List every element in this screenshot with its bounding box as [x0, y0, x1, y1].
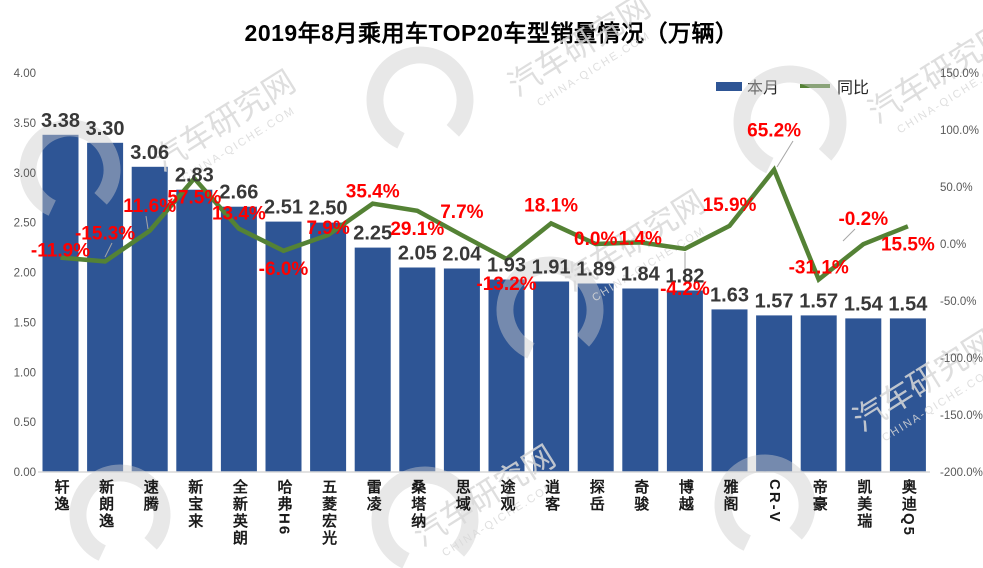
leader-line	[842, 228, 856, 242]
bar-value-label: 1.91	[532, 257, 571, 279]
yoy-pct-label: 1.4%	[619, 228, 662, 249]
bar	[889, 318, 926, 472]
watermark-logo-icon	[69, 464, 171, 566]
bar-value-label: 1.54	[888, 293, 928, 315]
yoy-pct-label: 15.9%	[703, 195, 757, 216]
left-axis-tick: 3.50	[14, 118, 36, 130]
bar-value-label: 3.38	[41, 110, 80, 132]
left-axis-tick: 4.00	[14, 68, 36, 80]
bar-value-label: 2.83	[175, 165, 214, 187]
bar-value-label: 3.30	[86, 118, 125, 140]
bar	[87, 142, 124, 473]
yoy-pct-label: 57.5%	[167, 187, 221, 208]
chart-title: 2019年8月乘用车TOP20车型销量情况（万辆）	[244, 20, 739, 46]
bar	[354, 247, 391, 472]
leader-line	[104, 242, 113, 258]
right-axis-tick: -50.0%	[940, 296, 976, 308]
bar	[577, 283, 614, 472]
yoy-pct-label: -0.2%	[838, 209, 888, 230]
bar	[443, 268, 480, 472]
bar	[666, 290, 703, 472]
bar-value-label: 1.89	[576, 259, 615, 281]
bar-value-label: 1.57	[799, 290, 838, 312]
legend-line-label: 同比	[837, 80, 870, 97]
left-axis-tick: 0.50	[14, 417, 36, 429]
yoy-pct-label: 11.6%	[123, 196, 176, 217]
legend: 本月 同比	[716, 74, 869, 98]
right-axis-tick: -150.0%	[940, 410, 983, 422]
yoy-pct-label: 65.2%	[747, 121, 801, 142]
bar-value-label: 3.06	[130, 142, 169, 164]
bar-value-label: 2.05	[398, 243, 437, 265]
yoy-pct-label: -15.3%	[75, 223, 135, 244]
bar-value-label: 1.93	[487, 255, 526, 277]
yoy-pct-label: -13.2%	[476, 274, 536, 295]
legend-bar-label: 本月	[747, 80, 780, 97]
yoy-pct-label: -31.1%	[789, 258, 849, 279]
bar	[220, 206, 257, 472]
bar-value-label: 1.54	[844, 293, 884, 315]
watermark-logo-icon	[19, 119, 121, 221]
left-axis-tick: 2.00	[14, 268, 36, 280]
left-axis-tick: 0.00	[14, 467, 36, 479]
bar	[845, 318, 882, 472]
bar-value-label: 1.63	[710, 284, 749, 306]
watermark-logo-icon	[733, 65, 847, 179]
left-axis-tick: 3.00	[14, 168, 36, 180]
bar	[310, 222, 347, 472]
left-axis-tick: 1.00	[14, 367, 36, 379]
right-axis-tick: 0.0%	[940, 239, 966, 251]
bar	[399, 267, 436, 472]
bar-value-label: 1.82	[665, 266, 704, 288]
left-axis-tick: 1.50	[14, 317, 36, 329]
yoy-pct-label: 18.1%	[524, 195, 578, 216]
yoy-pct-label: -4.2%	[660, 279, 710, 300]
bar	[533, 281, 570, 472]
yoy-pct-label: -6.0%	[259, 259, 309, 280]
bar-value-label: 2.50	[309, 198, 348, 220]
bar	[756, 315, 793, 472]
leader-line	[145, 215, 149, 230]
legend-line-swatch-icon	[800, 84, 831, 88]
right-axis-tick: 100.0%	[940, 125, 979, 137]
bar	[488, 279, 525, 472]
yoy-line	[60, 165, 909, 284]
bar-value-label: 1.57	[755, 290, 794, 312]
bar-value-label: 2.04	[442, 244, 482, 266]
yoy-pct-label: 29.1%	[390, 219, 444, 240]
bar	[265, 221, 302, 472]
legend-bar-swatch-icon	[716, 82, 742, 91]
yoy-pct-label: -11.9%	[31, 241, 90, 262]
bar	[176, 189, 213, 472]
bar	[42, 134, 79, 473]
watermark-logo-icon	[496, 256, 604, 364]
right-axis-tick: -200.0%	[940, 467, 983, 479]
yoy-pct-label: 15.5%	[881, 234, 935, 255]
bar	[622, 288, 659, 472]
right-axis-tick: -100.0%	[940, 353, 983, 365]
bar	[800, 315, 837, 472]
bar-value-label: 1.84	[621, 264, 661, 286]
watermark-logo-icon	[371, 466, 479, 568]
bar-value-label: 2.66	[219, 182, 258, 204]
bar-value-label: 2.25	[353, 223, 392, 245]
watermark-logo-icon	[366, 46, 474, 154]
yoy-pct-label: 7.9%	[306, 218, 349, 239]
left-axis-tick: 2.50	[14, 218, 36, 230]
yoy-pct-label: 7.7%	[440, 202, 483, 223]
yoy-pct-label: 0.0%	[574, 229, 617, 250]
yoy-pct-label: 35.4%	[346, 182, 400, 203]
right-axis-tick: 150.0%	[940, 68, 979, 80]
right-axis-tick: 50.0%	[940, 182, 973, 194]
bar	[711, 309, 748, 472]
leader-line	[776, 140, 794, 168]
yoy-pct-label: 13.4%	[212, 204, 266, 225]
bar-value-label: 2.51	[264, 197, 303, 219]
